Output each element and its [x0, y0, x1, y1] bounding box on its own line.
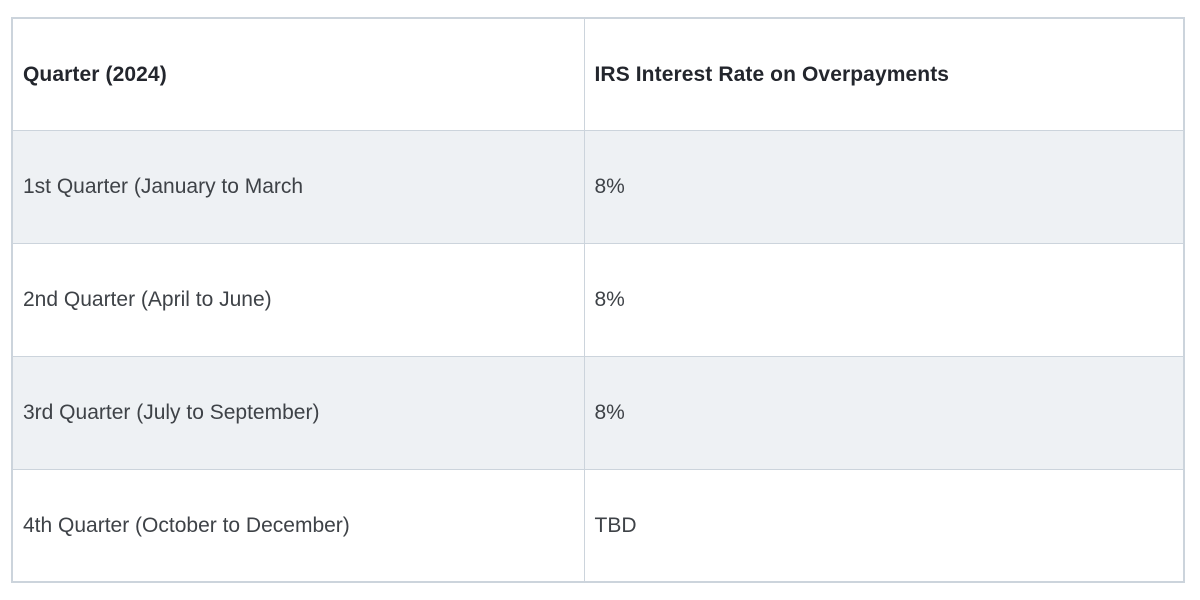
cell-rate: TBD: [583, 468, 1185, 583]
irs-rates-table: Quarter (2024) IRS Interest Rate on Over…: [11, 17, 1185, 583]
cell-rate: 8%: [583, 129, 1185, 244]
header-cell-rate: IRS Interest Rate on Overpayments: [583, 17, 1185, 131]
table-row-q1: 1st Quarter (January to March 8%: [11, 129, 1185, 244]
cell-quarter: 2nd Quarter (April to June): [11, 242, 585, 357]
cell-rate: 8%: [583, 355, 1185, 470]
cell-rate: 8%: [583, 242, 1185, 357]
cell-quarter: 1st Quarter (January to March: [11, 129, 585, 244]
table-row-q2: 2nd Quarter (April to June) 8%: [11, 242, 1185, 357]
header-row: Quarter (2024) IRS Interest Rate on Over…: [11, 17, 1185, 131]
cell-quarter: 4th Quarter (October to December): [11, 468, 585, 583]
table-row-q4: 4th Quarter (October to December) TBD: [11, 468, 1185, 583]
table-header: Quarter (2024) IRS Interest Rate on Over…: [11, 17, 1185, 131]
header-cell-quarter: Quarter (2024): [11, 17, 585, 131]
table-body: 1st Quarter (January to March 8% 2nd Qua…: [11, 129, 1185, 583]
cell-quarter: 3rd Quarter (July to September): [11, 355, 585, 470]
table-row-q3: 3rd Quarter (July to September) 8%: [11, 355, 1185, 470]
